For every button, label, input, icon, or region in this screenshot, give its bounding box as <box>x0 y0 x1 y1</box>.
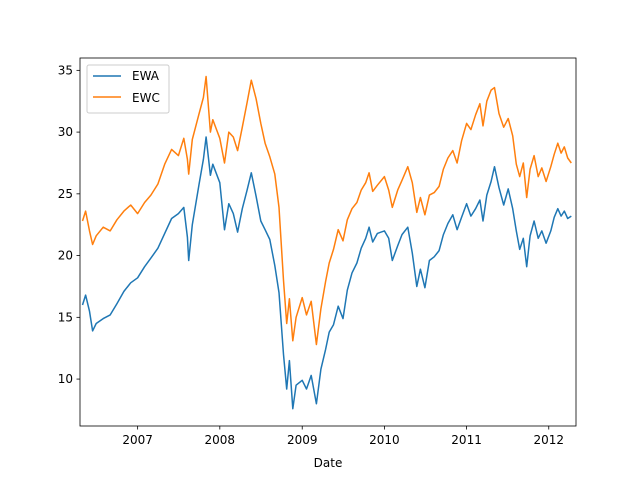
legend-label-ewc: EWC <box>132 91 160 105</box>
series-line-ewa <box>81 136 572 410</box>
x-tick-label: 2011 <box>451 433 482 447</box>
x-tick-label: 2012 <box>533 433 564 447</box>
x-tick-label: 2008 <box>205 433 236 447</box>
legend-label-ewa: EWA <box>132 69 160 83</box>
plot-frame <box>79 57 577 427</box>
y-tick-label: 25 <box>58 187 73 201</box>
y-tick-label: 35 <box>58 63 73 77</box>
y-axis: 10 15 20 25 30 35 <box>58 63 80 386</box>
series-line-ewc <box>81 75 572 346</box>
x-tick-label: 2010 <box>369 433 400 447</box>
y-tick-label: 30 <box>58 125 73 139</box>
legend: EWA EWC <box>86 64 170 114</box>
x-tick-label: 2007 <box>122 433 153 447</box>
y-tick-label: 20 <box>58 249 73 263</box>
x-axis-label: Date <box>314 456 343 470</box>
series-layer <box>81 75 572 410</box>
x-axis: 2007 2008 2009 2010 2011 2012 <box>122 426 564 447</box>
plot-area <box>80 58 576 426</box>
legend-box <box>86 64 170 114</box>
x-tick-label: 2009 <box>287 433 318 447</box>
y-tick-label: 10 <box>58 372 73 386</box>
y-tick-label: 15 <box>58 310 73 324</box>
